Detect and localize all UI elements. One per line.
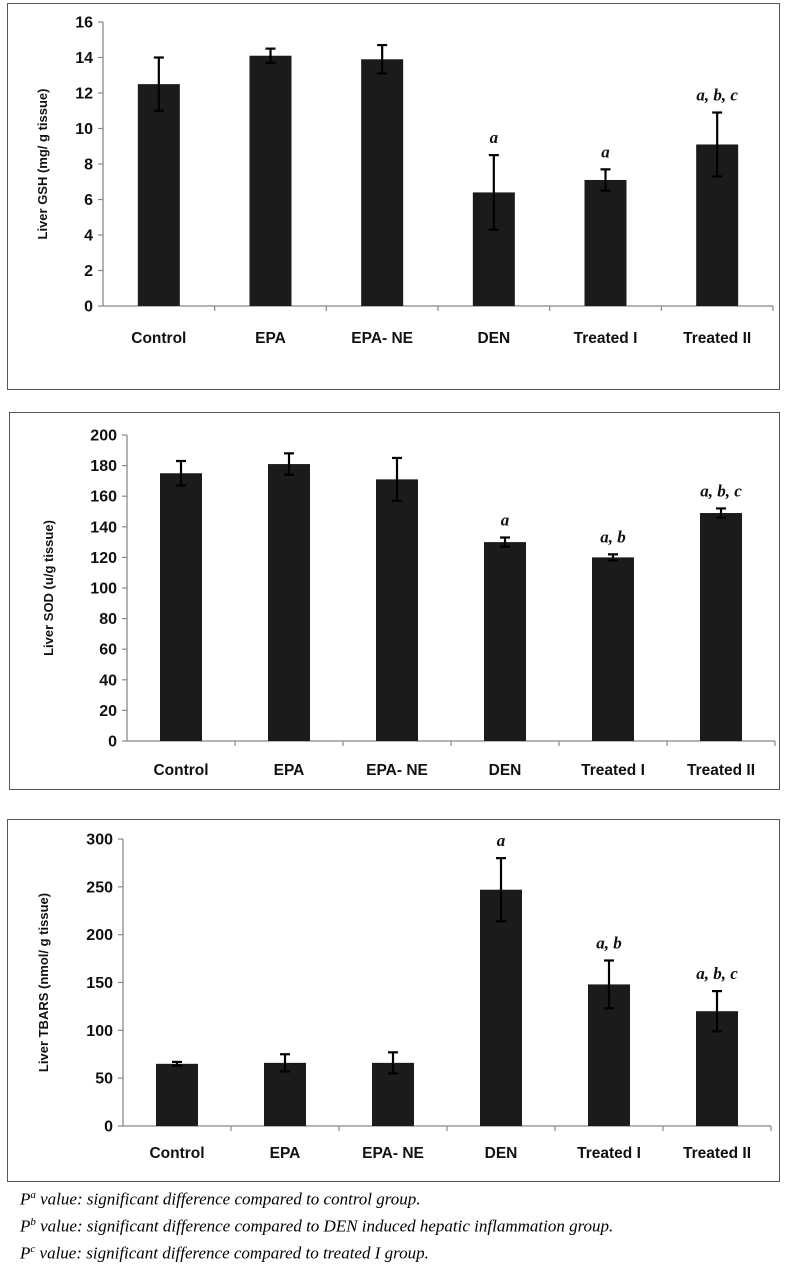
significance-label-3: a bbox=[497, 831, 506, 850]
bar-1 bbox=[264, 1062, 306, 1126]
bar-2 bbox=[361, 59, 404, 307]
significance-label-3: a bbox=[501, 511, 510, 530]
significance-label-5: a, b, c bbox=[696, 86, 738, 105]
bar-0 bbox=[137, 84, 180, 306]
significance-label-3: a bbox=[490, 128, 499, 147]
y-tick-label: 14 bbox=[75, 50, 93, 67]
category-label-2: EPA- NE bbox=[351, 330, 413, 347]
y-tick-label: 160 bbox=[90, 489, 117, 506]
bar-0 bbox=[160, 473, 202, 741]
category-label-1: EPA bbox=[274, 762, 305, 779]
tbars-bar-chart: 0 50 100 150 200 250 300 Liver TBARS (nmol/ g t… bbox=[36, 831, 772, 1162]
y-tick-label: 10 bbox=[75, 121, 93, 138]
y-tick-label: 2 bbox=[84, 263, 93, 280]
gsh-bar-chart: 0 2 4 6 8 10 12 14 16 Liver GSH (mg/ g tissue) Con… bbox=[35, 15, 774, 347]
significance-label-4: a, b bbox=[600, 527, 626, 546]
footnotes: Pa value: significant difference compare… bbox=[20, 1184, 780, 1265]
bar-3 bbox=[480, 889, 522, 1126]
footnote-a: Pa value: significant difference compare… bbox=[20, 1189, 421, 1209]
bar-3 bbox=[484, 542, 526, 741]
y-tick-label: 200 bbox=[90, 428, 117, 445]
category-label-5: Treated II bbox=[683, 1145, 751, 1162]
y-tick-label: 8 bbox=[84, 157, 93, 174]
y-tick-label: 180 bbox=[90, 458, 117, 475]
significance-label-4: a bbox=[601, 142, 610, 161]
significance-label-5: a, b, c bbox=[700, 481, 742, 500]
y-tick-label: 100 bbox=[86, 1023, 113, 1040]
category-label-0: Control bbox=[131, 330, 186, 347]
category-label-2: EPA- NE bbox=[362, 1145, 424, 1162]
category-label-4: Treated I bbox=[577, 1145, 641, 1162]
bar-1 bbox=[268, 464, 310, 741]
category-label-4: Treated I bbox=[574, 330, 638, 347]
bar-2 bbox=[376, 479, 418, 741]
y-tick-label: 200 bbox=[86, 927, 113, 944]
y-tick-label: 100 bbox=[90, 581, 117, 598]
category-label-0: Control bbox=[153, 762, 208, 779]
y-tick-label: 20 bbox=[99, 703, 117, 720]
y-tick-label: 0 bbox=[104, 1119, 113, 1136]
y-axis-title: Liver GSH (mg/ g tissue) bbox=[35, 89, 50, 240]
sod-chart-panel: 0 20 40 60 80 100 120 140 160 180 200 Liver SOD (u/… bbox=[9, 412, 780, 790]
y-tick-label: 6 bbox=[84, 192, 93, 209]
y-tick-label: 250 bbox=[86, 879, 113, 896]
category-label-2: EPA- NE bbox=[366, 762, 428, 779]
bar-5 bbox=[700, 513, 742, 741]
y-tick-label: 4 bbox=[84, 228, 93, 245]
footnote-b: Pb value: significant difference compare… bbox=[20, 1216, 614, 1236]
bar-4 bbox=[592, 557, 634, 741]
category-label-1: EPA bbox=[270, 1145, 301, 1162]
category-label-4: Treated I bbox=[581, 762, 645, 779]
category-label-5: Treated II bbox=[687, 762, 755, 779]
y-tick-label: 12 bbox=[75, 86, 93, 103]
category-label-3: DEN bbox=[489, 762, 522, 779]
tbars-chart-panel: 0 50 100 150 200 250 300 Liver TBARS (nmol/ g t… bbox=[7, 819, 780, 1182]
y-tick-label: 0 bbox=[84, 299, 93, 316]
y-tick-label: 60 bbox=[99, 642, 117, 659]
y-axis-title: Liver SOD (u/g tissue) bbox=[41, 520, 56, 656]
bar-1 bbox=[249, 55, 292, 306]
bar-4 bbox=[584, 179, 627, 306]
y-tick-label: 300 bbox=[86, 832, 113, 849]
y-tick-label: 40 bbox=[99, 672, 117, 689]
significance-label-4: a, b bbox=[596, 933, 622, 952]
category-label-3: DEN bbox=[485, 1145, 518, 1162]
y-tick-label: 80 bbox=[99, 611, 117, 628]
y-tick-label: 0 bbox=[108, 734, 117, 751]
category-label-5: Treated II bbox=[683, 330, 751, 347]
footnote-c: Pc value: significant difference compare… bbox=[20, 1243, 429, 1263]
significance-label-5: a, b, c bbox=[696, 964, 738, 983]
y-tick-label: 16 bbox=[75, 15, 93, 32]
bar-0 bbox=[156, 1063, 198, 1126]
y-tick-label: 150 bbox=[86, 975, 113, 992]
y-tick-label: 50 bbox=[95, 1071, 113, 1088]
y-axis-title: Liver TBARS (nmol/ g tissue) bbox=[36, 893, 51, 1072]
category-label-0: Control bbox=[149, 1145, 204, 1162]
y-tick-label: 140 bbox=[90, 519, 117, 536]
category-label-1: EPA bbox=[255, 330, 286, 347]
category-label-3: DEN bbox=[477, 330, 510, 347]
sod-bar-chart: 0 20 40 60 80 100 120 140 160 180 200 Liver SOD (u/… bbox=[41, 428, 776, 779]
gsh-chart-panel: 0 2 4 6 8 10 12 14 16 Liver GSH (mg/ g tissue) Con… bbox=[7, 3, 780, 390]
y-tick-label: 120 bbox=[90, 550, 117, 567]
